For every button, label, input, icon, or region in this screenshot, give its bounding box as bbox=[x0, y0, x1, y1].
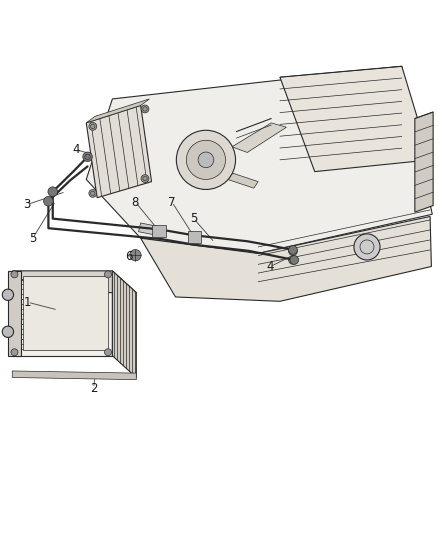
Circle shape bbox=[186, 140, 226, 180]
Polygon shape bbox=[138, 223, 162, 236]
Circle shape bbox=[89, 123, 97, 130]
Polygon shape bbox=[12, 271, 113, 356]
Polygon shape bbox=[187, 231, 201, 243]
Circle shape bbox=[44, 197, 53, 206]
Polygon shape bbox=[12, 271, 136, 293]
Polygon shape bbox=[228, 173, 258, 188]
Circle shape bbox=[289, 256, 297, 264]
Text: 8: 8 bbox=[132, 196, 139, 208]
Circle shape bbox=[83, 152, 92, 161]
Circle shape bbox=[11, 349, 18, 356]
Text: 6: 6 bbox=[125, 251, 132, 263]
Circle shape bbox=[48, 187, 57, 197]
Polygon shape bbox=[232, 123, 286, 152]
Polygon shape bbox=[280, 66, 430, 172]
Polygon shape bbox=[152, 225, 166, 237]
Polygon shape bbox=[415, 112, 433, 212]
Circle shape bbox=[198, 152, 214, 168]
Text: 1: 1 bbox=[24, 296, 31, 309]
Circle shape bbox=[89, 189, 97, 197]
Circle shape bbox=[2, 326, 14, 337]
Text: 4: 4 bbox=[267, 260, 274, 273]
Text: 7: 7 bbox=[168, 196, 176, 208]
Circle shape bbox=[130, 249, 141, 261]
Circle shape bbox=[11, 271, 18, 278]
Text: 4: 4 bbox=[73, 143, 80, 156]
Circle shape bbox=[290, 256, 299, 264]
Circle shape bbox=[105, 349, 112, 356]
Circle shape bbox=[354, 234, 380, 260]
Text: 3: 3 bbox=[23, 198, 30, 211]
Circle shape bbox=[177, 130, 236, 189]
Text: 5: 5 bbox=[190, 212, 198, 225]
Circle shape bbox=[141, 105, 149, 113]
Circle shape bbox=[289, 246, 297, 254]
Polygon shape bbox=[113, 271, 136, 377]
Circle shape bbox=[289, 247, 297, 256]
Polygon shape bbox=[23, 276, 108, 351]
Polygon shape bbox=[141, 216, 431, 301]
Polygon shape bbox=[86, 106, 152, 198]
Text: 5: 5 bbox=[29, 232, 36, 245]
Circle shape bbox=[141, 175, 149, 182]
Polygon shape bbox=[86, 99, 149, 123]
Circle shape bbox=[2, 289, 14, 301]
Polygon shape bbox=[86, 66, 432, 254]
Text: 2: 2 bbox=[90, 382, 97, 395]
Polygon shape bbox=[8, 271, 21, 356]
Polygon shape bbox=[12, 371, 136, 379]
Circle shape bbox=[105, 271, 112, 278]
